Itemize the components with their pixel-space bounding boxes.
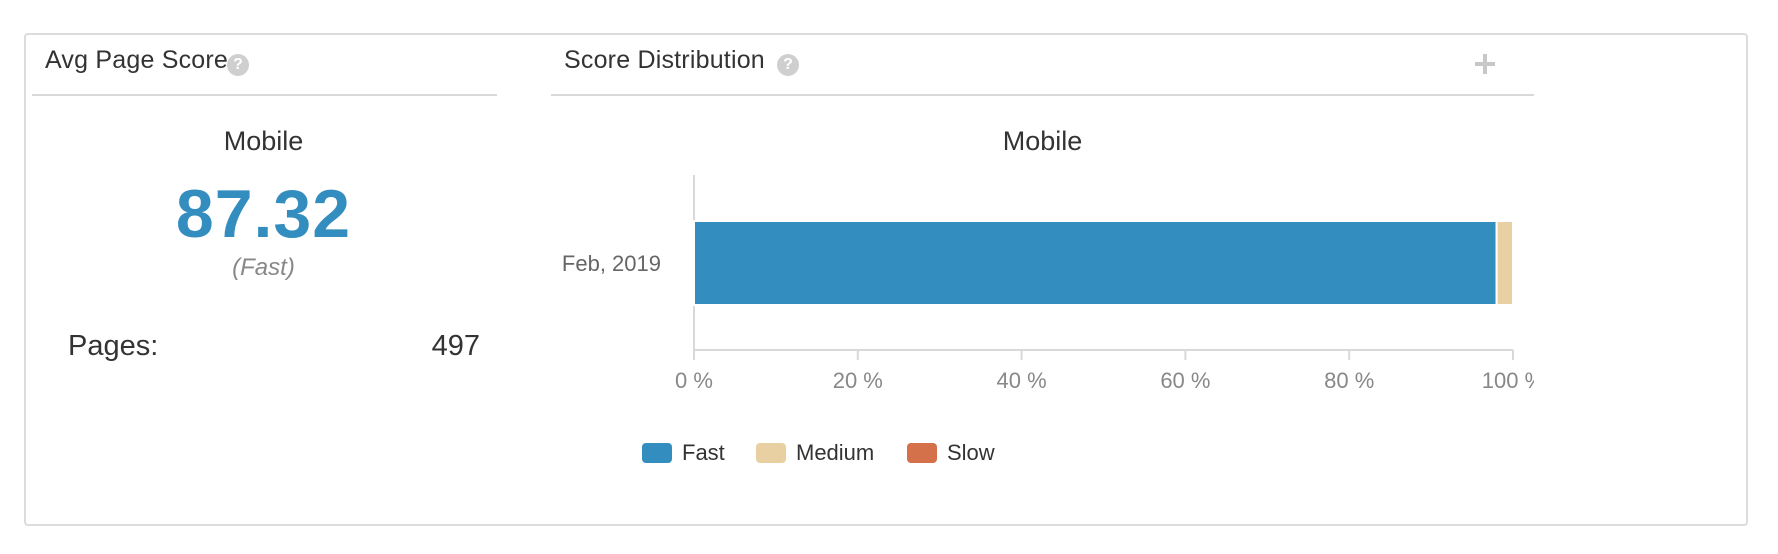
plus-icon[interactable]	[1475, 54, 1495, 74]
legend-label: Medium	[796, 440, 875, 465]
distribution-chart: 0 % 20 % 40 % 60 % 80 % 100 % Feb, 2019	[562, 175, 1534, 393]
legend-swatch	[756, 443, 786, 463]
distribution-header: Score Distribution ?	[551, 24, 1534, 96]
x-tick-label: 0 %	[675, 368, 713, 393]
legend-label: Fast	[682, 440, 725, 465]
x-tick-label: 100 %	[1482, 368, 1534, 393]
pages-value: 497	[431, 330, 480, 362]
x-tick-label: 60 %	[1160, 368, 1210, 393]
legend-swatch	[907, 443, 937, 463]
x-tick-label: 40 %	[997, 368, 1047, 393]
x-tick-label: 20 %	[833, 368, 883, 393]
avg-score-subtitle: Mobile	[223, 126, 304, 156]
pages-label: Pages:	[68, 330, 159, 362]
question-circle-icon[interactable]: ?	[777, 54, 799, 76]
bar-segment-fast[interactable]	[693, 220, 1498, 306]
legend-label: Slow	[947, 440, 995, 465]
question-circle-icon[interactable]: ?	[227, 54, 249, 76]
legend-swatch	[642, 443, 672, 463]
category-label: Feb, 2019	[562, 251, 661, 276]
avg-score-header: Avg Page Score ?	[32, 24, 497, 96]
avg-score-rating: (Fast)	[232, 254, 295, 281]
x-tick-label: 80 %	[1324, 368, 1374, 393]
distribution-subtitle: Mobile	[1002, 126, 1083, 156]
avg-score-value: 87.32	[175, 176, 352, 252]
avg-score-title: Avg Page Score	[45, 46, 229, 74]
distribution-title: Score Distribution	[564, 46, 765, 74]
bar-segment-medium[interactable]	[1495, 220, 1514, 306]
